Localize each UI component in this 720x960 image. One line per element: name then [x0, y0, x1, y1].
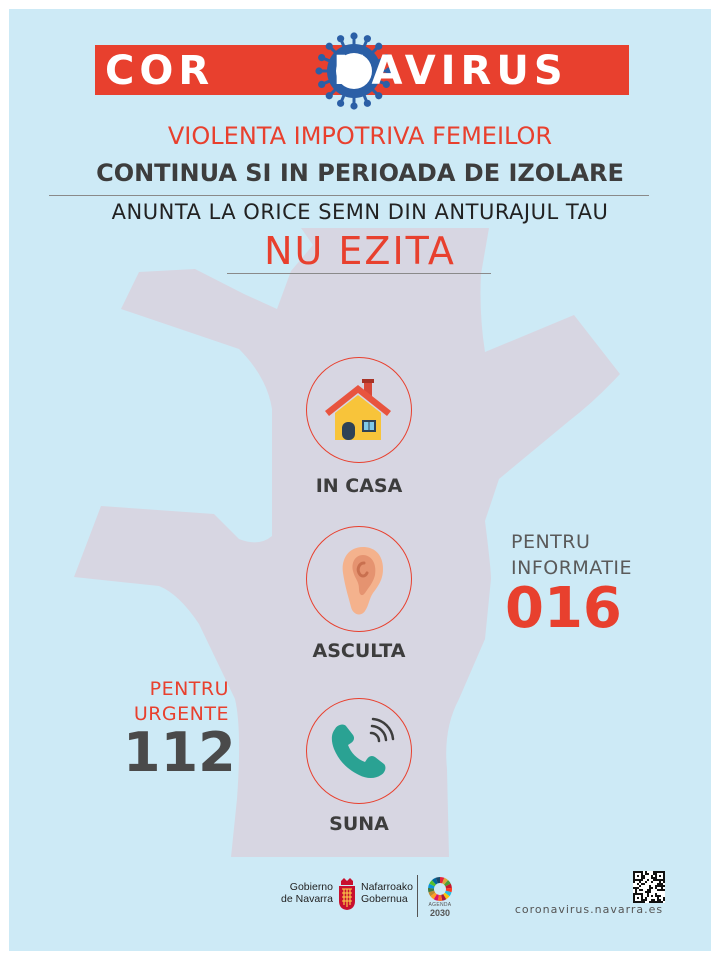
- urgent-label-line-1: PENTRU: [149, 678, 229, 700]
- step-label-in-casa: IN CASA: [315, 475, 403, 497]
- house-icon: [325, 379, 391, 440]
- qr-code-icon[interactable]: [633, 871, 665, 903]
- agenda-label: AGENDA: [428, 902, 452, 908]
- headline-line-3: ANUNTA LA ORICE SEMN DIN ANTURAJUL TAU: [111, 200, 609, 224]
- headline-line-4: NU EZITA: [264, 229, 456, 273]
- info-label-line-1: PENTRU: [511, 531, 591, 553]
- info-label: PENTRU INFORMATIE: [511, 529, 632, 581]
- coronavirus-icon: [315, 32, 393, 110]
- banner-right-text: NAVIRUS: [333, 48, 568, 94]
- headline-line-1: VIOLENTA IMPOTRIVA FEMEILOR: [167, 122, 553, 150]
- gov-name-es: Gobierno de Navarra: [265, 881, 333, 905]
- gov-name-es-line-2: de Navarra: [281, 893, 333, 905]
- gov-name-eu-line-1: Nafarroako: [361, 881, 413, 893]
- footer-divider: [417, 875, 418, 917]
- info-phone-number[interactable]: 016: [505, 576, 622, 641]
- info-label-line-2: INFORMATIE: [511, 557, 633, 579]
- urgent-label: PENTRU URGENTE: [114, 677, 229, 727]
- website-url[interactable]: coronavirus.navarra.es: [514, 903, 664, 916]
- phone-icon: [331, 717, 395, 778]
- divider-top: [49, 195, 649, 196]
- urgent-label-line-2: URGENTE: [133, 703, 229, 725]
- ear-circle: [306, 526, 412, 632]
- agenda-2030-icon: [428, 877, 452, 901]
- gov-name-eu-line-2: Gobernua: [361, 893, 408, 905]
- coronavirus-banner: COR NAVIRUS: [95, 32, 629, 110]
- ear-icon: [342, 547, 383, 615]
- poster: COR NAVIRUS VIOLENTA IMPOTRIVA FEMEILOR …: [9, 9, 711, 951]
- divider-bottom: [227, 273, 491, 274]
- headline-line-2: CONTINUA SI IN PERIOADA DE IZOLARE: [96, 159, 624, 187]
- step-label-suna: SUNA: [329, 813, 389, 835]
- house-circle: [306, 357, 412, 463]
- gov-name-es-line-1: Gobierno: [289, 881, 333, 893]
- gov-name-eu: Nafarroako Gobernua: [361, 881, 413, 905]
- navarra-coat-of-arms-icon: [339, 878, 355, 910]
- agenda-year: 2030: [429, 908, 451, 918]
- step-label-asculta: ASCULTA: [312, 640, 406, 662]
- banner-left-text: COR: [105, 48, 215, 94]
- phone-circle: [306, 698, 412, 804]
- urgent-phone-number[interactable]: 112: [123, 721, 236, 784]
